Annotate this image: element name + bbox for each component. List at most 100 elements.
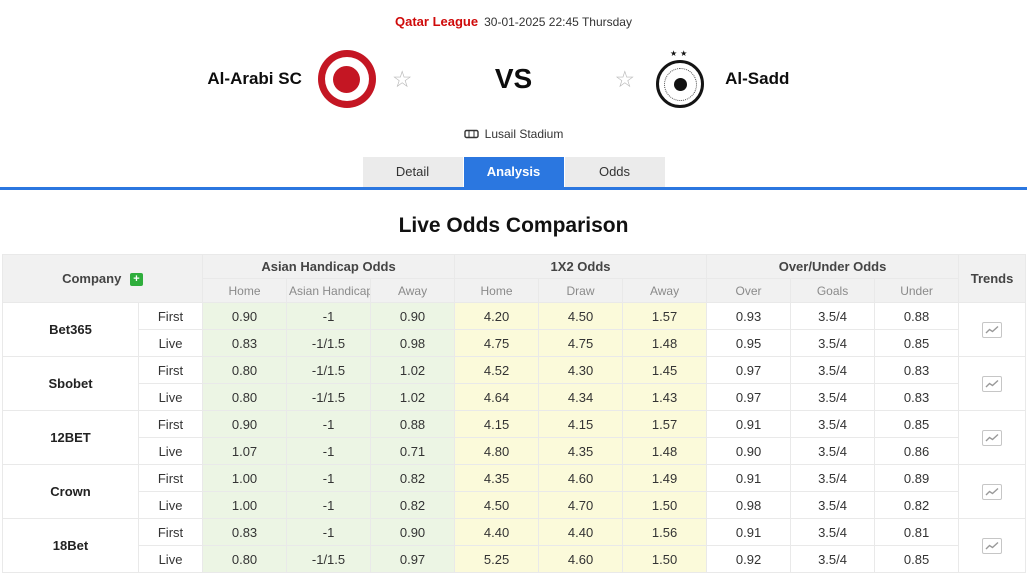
odds-cell: 1.50 [622, 491, 708, 519]
odds-cell: 1.50 [622, 545, 708, 573]
odds-cell: 1.07 [202, 437, 288, 465]
odds-cell: 0.97 [706, 356, 792, 384]
ou-goals-header: Goals [790, 278, 876, 303]
x12-away-header: Away [622, 278, 708, 303]
home-logo-core [333, 65, 361, 93]
over-under-group-header: Over/Under Odds [706, 254, 960, 279]
home-logo-inner-ring [324, 57, 369, 101]
row-label-first: First [137, 518, 204, 546]
home-team-name: Al-Arabi SC [207, 69, 302, 88]
odds-cell: 4.75 [454, 329, 540, 357]
odds-cell: 0.97 [370, 545, 456, 573]
row-label-first: First [137, 464, 204, 492]
odds-cell: -1/1.5 [286, 329, 372, 357]
company-name[interactable]: Bet365 [2, 302, 139, 357]
odds-cell: 0.91 [706, 410, 792, 438]
company-name[interactable]: Sbobet [2, 356, 139, 411]
odds-cell: 4.60 [538, 464, 624, 492]
odds-cell: 4.15 [538, 410, 624, 438]
table-row: Live 0.80 -1/1.5 0.97 5.25 4.60 1.50 0.9… [3, 545, 1026, 573]
odds-cell: -1 [286, 464, 372, 492]
trends-cell [958, 464, 1027, 519]
trend-chart-icon[interactable] [982, 375, 1003, 392]
odds-cell: 3.5/4 [790, 464, 876, 492]
trend-chart-icon[interactable] [982, 321, 1003, 338]
odds-cell: 3.5/4 [790, 491, 876, 519]
company-name[interactable]: 12BET [2, 410, 139, 465]
company-name[interactable]: Crown [2, 464, 139, 519]
away-team-name: Al-Sadd [725, 69, 790, 88]
asian-handicap-group-header: Asian Handicap Odds [202, 254, 456, 279]
odds-cell: 1.56 [622, 518, 708, 546]
odds-cell: 0.83 [874, 356, 960, 384]
odds-cell: 3.5/4 [790, 329, 876, 357]
odds-cell: 4.30 [538, 356, 624, 384]
odds-cell: 4.64 [454, 383, 540, 411]
odds-cell: -1 [286, 491, 372, 519]
company-name[interactable]: 18Bet [2, 518, 139, 573]
odds-cell: -1 [286, 302, 372, 330]
odds-cell: 4.20 [454, 302, 540, 330]
company-column-header: Company + [1, 254, 204, 303]
away-favorite-star-icon[interactable]: ☆ [614, 65, 636, 92]
match-datetime: 30-01-2025 22:45 Thursday [484, 15, 632, 29]
away-logo-outer-ring [656, 60, 705, 108]
odds-cell: 0.83 [202, 329, 288, 357]
match-row: Al-Arabi SC ☆ VS ☆ ★★ Al-Sadd [0, 41, 1027, 117]
odds-cell: 0.98 [706, 491, 792, 519]
odds-cell: 0.91 [706, 464, 792, 492]
odds-cell: 0.85 [874, 545, 960, 573]
odds-cell: 0.97 [706, 383, 792, 411]
trends-cell [958, 518, 1027, 573]
trend-chart-icon[interactable] [982, 429, 1003, 446]
odds-cell: 0.83 [202, 518, 288, 546]
table-row: Sbobet First 0.80 -1/1.5 1.02 4.52 4.30 … [2, 356, 1027, 411]
company-group-18bet: 18Bet First 0.83 -1 0.90 4.40 4.40 1.56 … [2, 518, 1027, 573]
trend-chart-icon[interactable] [982, 537, 1003, 554]
odds-cell: 0.90 [706, 437, 792, 465]
odds-cell: 4.75 [538, 329, 624, 357]
table-row: Live 1.07 -1 0.71 4.80 4.35 1.48 0.90 3.… [3, 437, 1026, 465]
table-row: Live 1.00 -1 0.82 4.50 4.70 1.50 0.98 3.… [3, 491, 1026, 519]
odds-cell: 3.5/4 [790, 383, 876, 411]
odds-cell: 0.92 [706, 545, 792, 573]
odds-cell: 4.80 [454, 437, 540, 465]
odds-cell: 0.80 [202, 545, 288, 573]
tab-analysis[interactable]: Analysis [463, 157, 564, 187]
row-label-live: Live [137, 545, 204, 573]
odds-cell: 0.82 [370, 491, 456, 519]
home-favorite-star-icon[interactable]: ☆ [391, 65, 413, 92]
odds-cell: 1.45 [622, 356, 708, 384]
trends-column-header: Trends [958, 254, 1027, 303]
odds-cell: 3.5/4 [790, 545, 876, 573]
row-label-live: Live [137, 437, 204, 465]
odds-cell: 1.48 [622, 437, 708, 465]
table-row: 12BET First 0.90 -1 0.88 4.15 4.15 1.57 … [2, 410, 1027, 465]
home-team-block: Al-Arabi SC ☆ [0, 50, 439, 108]
odds-cell: -1/1.5 [286, 356, 372, 384]
odds-cell: 4.50 [538, 302, 624, 330]
odds-cell: 4.35 [538, 437, 624, 465]
x12-home-header: Home [454, 278, 540, 303]
tab-odds[interactable]: Odds [564, 157, 665, 187]
trends-cell [958, 356, 1027, 411]
trend-chart-icon[interactable] [982, 483, 1003, 500]
odds-cell: 0.80 [202, 383, 288, 411]
odds-cell: 0.95 [706, 329, 792, 357]
odds-cell: 4.52 [454, 356, 540, 384]
trends-cell [958, 410, 1027, 465]
odds-cell: 4.40 [454, 518, 540, 546]
x12-draw-header: Draw [538, 278, 624, 303]
add-company-button[interactable]: + [129, 273, 143, 286]
odds-cell: 0.90 [202, 410, 288, 438]
tab-detail[interactable]: Detail [362, 157, 463, 187]
odds-cell: 1.00 [202, 491, 288, 519]
odds-cell: 3.5/4 [790, 518, 876, 546]
odds-cell: 0.85 [874, 410, 960, 438]
ah-home-header: Home [202, 278, 288, 303]
odds-cell: 1.57 [622, 410, 708, 438]
section-title: Live Odds Comparison [398, 214, 629, 237]
table-row: Live 0.80 -1/1.5 1.02 4.64 4.34 1.43 0.9… [3, 383, 1026, 411]
odds-cell: 5.25 [454, 545, 540, 573]
